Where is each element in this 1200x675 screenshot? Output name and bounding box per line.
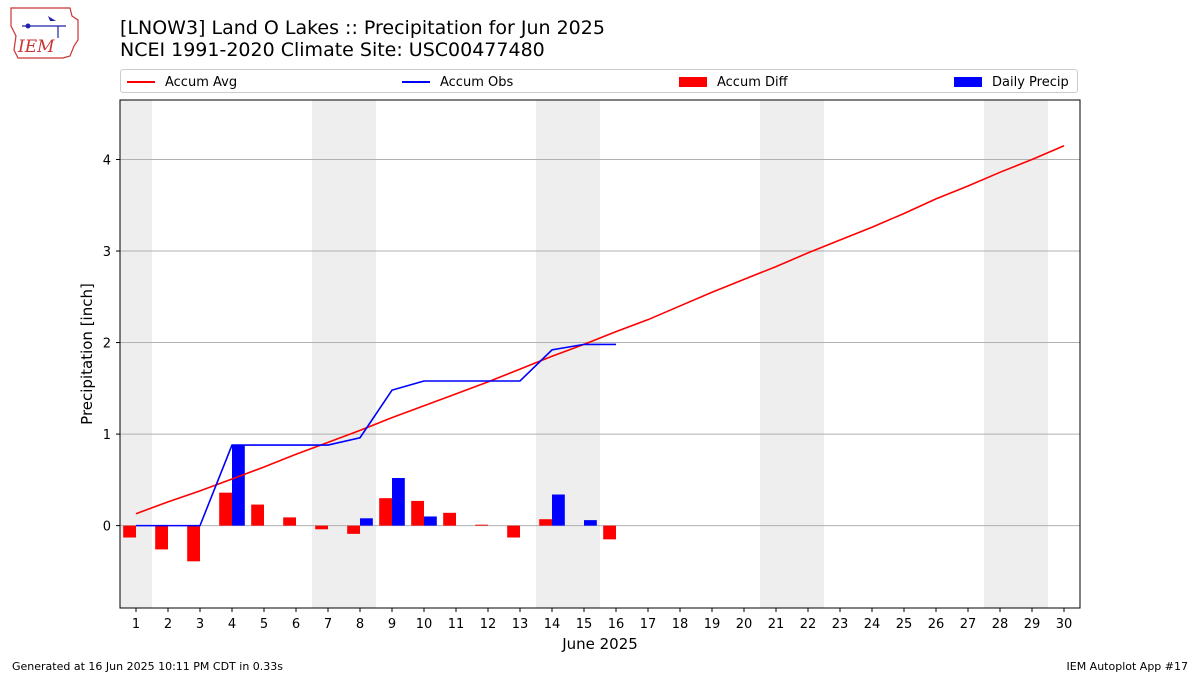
x-tick-label-22: 22 (800, 617, 817, 632)
legend-accum-avg: Accum Avg (127, 73, 237, 91)
bar-accum-diff-day-7 (315, 525, 328, 530)
x-tick-label-12: 12 (480, 617, 497, 632)
x-tick-label-16: 16 (608, 617, 625, 632)
x-tick-label-9: 9 (388, 617, 396, 632)
x-tick-label-7: 7 (324, 617, 332, 632)
x-tick-label-18: 18 (672, 617, 689, 632)
x-tick-label-14: 14 (544, 617, 561, 632)
x-tick-label-21: 21 (768, 617, 785, 632)
y-tick-label-3: 3 (103, 245, 111, 260)
bar-daily-precip-day-15 (584, 520, 597, 526)
bar-accum-diff-day-8 (347, 525, 360, 534)
x-tick-label-24: 24 (864, 617, 881, 632)
x-tick-label-29: 29 (1024, 617, 1041, 632)
x-tick-label-3: 3 (196, 617, 204, 632)
bar-daily-precip-day-14 (552, 494, 565, 526)
iem-logo: IEM (10, 7, 79, 59)
legend-label-accum-diff: Accum Diff (717, 74, 788, 90)
bar-accum-diff-day-10 (411, 500, 424, 526)
x-tick-label-30: 30 (1056, 617, 1073, 632)
bar-accum-diff-day-9 (379, 498, 392, 526)
x-tick-label-6: 6 (292, 617, 300, 632)
weekend-shade-3 (760, 100, 824, 608)
bar-daily-precip-day-4 (232, 445, 245, 526)
plot-frame (119, 99, 1081, 609)
legend-swatch-accum-obs (402, 81, 430, 83)
x-tick-label-1: 1 (132, 617, 140, 632)
x-tick-label-10: 10 (416, 617, 433, 632)
line-accum-avg (135, 145, 1065, 515)
y-tick-label-0: 0 (103, 520, 111, 535)
y-tick-label-4: 4 (103, 153, 111, 168)
legend-daily-precip: Daily Precip (954, 73, 1069, 91)
x-tick-label-11: 11 (448, 617, 465, 632)
legend-label-accum-obs: Accum Obs (440, 74, 514, 90)
chart-title: [LNOW3] Land O Lakes :: Precipitation fo… (120, 17, 605, 39)
x-tick-label-13: 13 (512, 617, 529, 632)
line-accum-obs (136, 343, 616, 527)
bar-accum-diff-day-1 (123, 525, 136, 538)
x-tick-label-4: 4 (228, 617, 236, 632)
svg-text:IEM: IEM (17, 37, 55, 57)
legend-swatch-accum-diff (679, 77, 707, 87)
legend-label-accum-avg: Accum Avg (165, 74, 238, 90)
bar-accum-diff-day-4 (219, 492, 232, 526)
weekend-shade-0 (120, 100, 152, 608)
x-tick-label-28: 28 (992, 617, 1009, 632)
bar-accum-diff-day-13 (507, 525, 520, 538)
chart-legend: Accum Avg Accum Obs Accum Diff Daily Pre… (120, 69, 1078, 93)
x-tick-label-8: 8 (356, 617, 364, 632)
bar-accum-diff-day-11 (443, 512, 456, 526)
legend-accum-diff: Accum Diff (679, 73, 788, 91)
x-tick-label-20: 20 (736, 617, 753, 632)
bar-daily-precip-day-10 (424, 516, 437, 526)
bar-daily-precip-day-9 (392, 478, 405, 526)
x-axis-label: June 2025 (561, 635, 638, 653)
y-tick-label-1: 1 (103, 428, 111, 443)
legend-swatch-daily-precip (954, 77, 982, 87)
x-tick-label-23: 23 (832, 617, 849, 632)
footer-generated: Generated at 16 Jun 2025 10:11 PM CDT in… (12, 660, 284, 673)
x-tick-label-5: 5 (260, 617, 268, 632)
bar-accum-diff-day-2 (155, 525, 168, 550)
legend-accum-obs: Accum Obs (402, 73, 513, 91)
x-tick-label-27: 27 (960, 617, 977, 632)
x-tick-label-17: 17 (640, 617, 657, 632)
x-tick-label-2: 2 (164, 617, 172, 632)
y-axis-label: Precipitation [inch] (78, 283, 96, 425)
legend-swatch-accum-avg (127, 81, 155, 83)
chart-subtitle: NCEI 1991-2020 Climate Site: USC00477480 (120, 39, 545, 61)
bar-accum-diff-day-16 (603, 525, 616, 540)
x-tick-label-26: 26 (928, 617, 945, 632)
legend-label-daily-precip: Daily Precip (992, 74, 1069, 90)
bar-daily-precip-day-8 (360, 518, 373, 526)
bar-accum-diff-day-6 (283, 517, 296, 526)
x-tick-label-15: 15 (576, 617, 593, 632)
bar-accum-diff-day-3 (187, 525, 200, 562)
footer-app: IEM Autoplot App #17 (1066, 660, 1189, 673)
y-tick-label-2: 2 (103, 337, 111, 352)
x-tick-label-19: 19 (704, 617, 721, 632)
weekend-shade-4 (984, 100, 1048, 608)
bar-accum-diff-day-14 (539, 519, 552, 526)
weekend-shade-1 (312, 100, 376, 608)
bar-accum-diff-day-5 (251, 504, 264, 526)
bar-accum-diff-day-12 (475, 524, 488, 526)
x-tick-label-25: 25 (896, 617, 913, 632)
weekend-shade-2 (536, 100, 600, 608)
